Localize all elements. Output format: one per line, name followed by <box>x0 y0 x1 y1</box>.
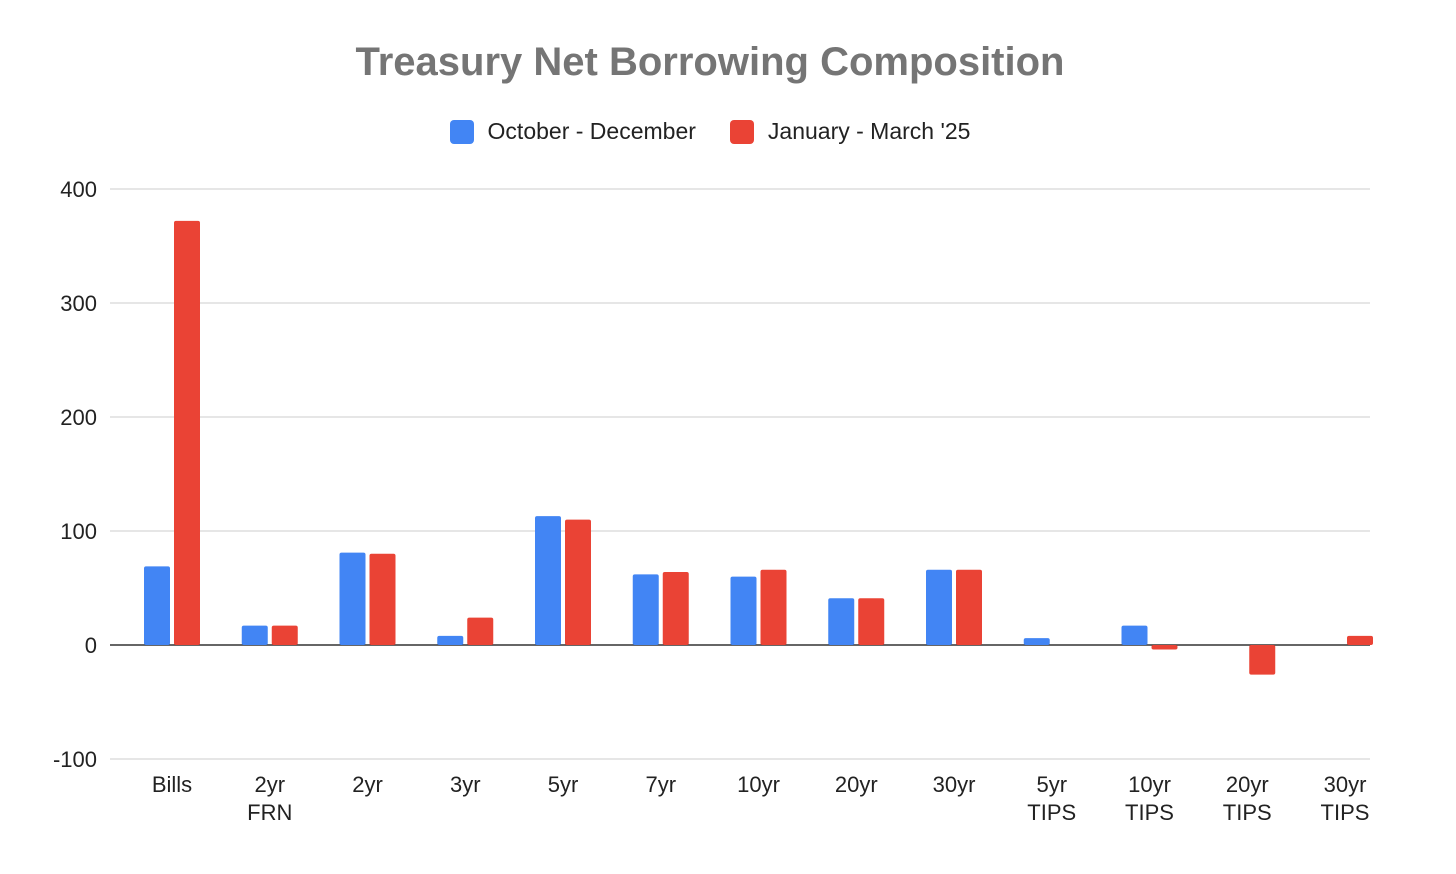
x-tick-label-line: 7yr <box>645 772 676 797</box>
x-tick-label-line: 20yr <box>1226 772 1269 797</box>
x-tick-label-line: 2yr <box>254 772 285 797</box>
bar-series-1 <box>437 635 464 645</box>
y-tick-label: 400 <box>60 177 97 202</box>
x-tick-label: 2yr <box>352 772 383 797</box>
x-tick-label-line: Bills <box>152 772 192 797</box>
x-tick-label: 10yr TIPS <box>1125 772 1174 825</box>
legend: October - December January - March '25 <box>0 118 1420 145</box>
bar-series-2 <box>760 569 787 645</box>
bar-series-1 <box>730 576 757 645</box>
legend-label-series-1: October - December <box>487 118 696 144</box>
x-tick-label-line: 10yr <box>1128 772 1171 797</box>
legend-swatch-series-2 <box>729 119 754 144</box>
bar-series-2 <box>956 569 982 645</box>
x-tick-label-line: 10yr <box>737 772 780 797</box>
x-tick-label-line: TIPS <box>1125 800 1174 825</box>
x-tick-label: 5yr TIPS <box>1027 772 1076 825</box>
bar-series-1 <box>1121 625 1148 645</box>
legend-entry-series-1[interactable]: October - December <box>449 118 696 145</box>
x-tick-label-line: TIPS <box>1321 800 1370 825</box>
x-tick-label: 30yr TIPS <box>1321 772 1370 825</box>
bar-series-2 <box>369 553 396 645</box>
x-tick-label-line: 3yr <box>450 772 481 797</box>
x-tick-label-line: TIPS <box>1027 800 1076 825</box>
bar-series-1 <box>241 625 268 645</box>
chart-title: Treasury Net Borrowing Composition <box>355 40 1065 84</box>
x-tick-label-line: 30yr <box>1324 772 1367 797</box>
legend-label-series-2: January - March '25 <box>767 118 971 144</box>
x-tick-label: 30yr <box>933 772 976 797</box>
bar-series-2 <box>1347 635 1373 645</box>
bar-series-1 <box>535 516 561 645</box>
bar-series-2 <box>271 625 298 645</box>
bar-series-1 <box>926 569 952 645</box>
x-tick-label-line: 2yr <box>352 772 383 797</box>
x-tick-label: 7yr <box>645 772 676 797</box>
x-tick-label: 2yr FRN <box>247 772 292 825</box>
bar-series-2 <box>1151 645 1178 650</box>
bar-series-1 <box>144 566 170 645</box>
bar-series-1 <box>1023 638 1050 645</box>
x-tick-label-line: 5yr <box>1036 772 1067 797</box>
bar-series-1 <box>828 598 855 645</box>
x-tick-label: 3yr <box>450 772 481 797</box>
y-tick-label: 300 <box>60 291 97 316</box>
x-tick-label-line: 20yr <box>835 772 878 797</box>
x-tick-label: 10yr <box>737 772 780 797</box>
x-tick-label: 20yr TIPS <box>1223 772 1272 825</box>
y-tick-label: 0 <box>85 633 97 658</box>
bar-series-1 <box>632 574 659 645</box>
x-tick-label-line: 30yr <box>933 772 976 797</box>
y-tick-label: -100 <box>53 747 97 772</box>
bar-series-1 <box>339 552 366 645</box>
legend-swatch-series-1 <box>449 119 474 144</box>
bar-series-2 <box>565 519 591 645</box>
bar-series-2 <box>858 598 885 645</box>
y-tick-label: 200 <box>60 405 97 430</box>
x-tick-label: 5yr <box>548 772 579 797</box>
bar-series-2 <box>467 617 494 645</box>
x-tick-label-line: 5yr <box>548 772 579 797</box>
bar-series-2 <box>1249 645 1276 675</box>
legend-entry-series-2[interactable]: January - March '25 <box>729 118 971 145</box>
x-tick-label: Bills <box>152 772 192 797</box>
x-tick-label-line: FRN <box>247 800 292 825</box>
x-tick-label: 20yr <box>835 772 878 797</box>
bar-series-2 <box>662 572 689 645</box>
x-tick-label-line: TIPS <box>1223 800 1272 825</box>
y-tick-label: 100 <box>60 519 97 544</box>
bar-series-2 <box>174 220 200 646</box>
